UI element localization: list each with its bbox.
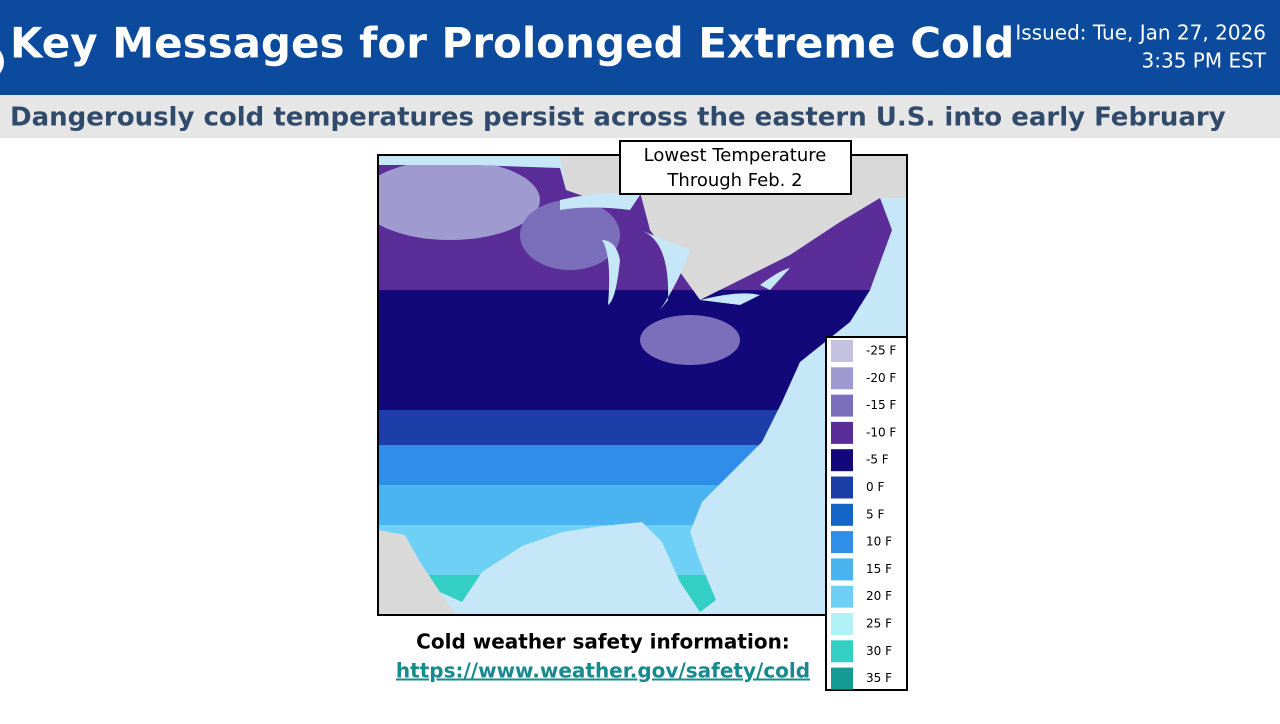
legend-swatch — [831, 340, 853, 362]
issued-date: Issued: Tue, Jan 27, 2026 — [1015, 21, 1266, 45]
logo-edge — [0, 50, 4, 74]
legend-swatch — [831, 640, 853, 663]
map-title: Lowest Temperature — [644, 145, 827, 166]
header-title: Key Messages for Prolonged Extreme Cold — [10, 19, 1014, 68]
map-title-box — [619, 140, 852, 195]
legend-swatch — [831, 503, 853, 526]
legend-label: -25 F — [866, 344, 896, 358]
legend-swatch — [831, 558, 853, 581]
legend-label: 20 F — [866, 589, 892, 603]
issued-time: 3:35 PM EST — [1142, 49, 1267, 73]
map-title: Through Feb. 2 — [666, 170, 802, 191]
legend-label: -10 F — [866, 425, 896, 439]
legend-label: 5 F — [866, 507, 884, 521]
legend-swatch — [831, 531, 853, 554]
subtitle: Dangerously cold temperatures persist ac… — [10, 103, 1226, 133]
legend-label: 10 F — [866, 535, 892, 549]
legend-label: 35 F — [866, 671, 892, 685]
legend-label: 0 F — [866, 480, 884, 494]
legend-swatch — [831, 585, 853, 608]
subtitle-band — [0, 95, 1280, 138]
legend-label: 15 F — [866, 562, 892, 576]
legend-swatch — [831, 421, 853, 444]
safety-link[interactable]: https://www.weather.gov/safety/cold — [396, 659, 810, 683]
legend-swatch — [831, 476, 853, 499]
legend-label: -15 F — [866, 398, 896, 412]
legend-label: 30 F — [866, 644, 892, 658]
legend-label: -20 F — [866, 371, 896, 385]
legend-label: 25 F — [866, 617, 892, 631]
safety-link-text[interactable]: https://www.weather.gov/safety/cold — [396, 659, 810, 683]
band — [640, 315, 740, 365]
legend-swatch — [831, 613, 853, 635]
legend-swatch — [831, 367, 853, 390]
mexico — [378, 530, 456, 615]
legend-label: -5 F — [866, 453, 889, 467]
footer-text: Cold weather safety information: — [416, 630, 790, 654]
band — [520, 200, 620, 270]
map: Lowest Temperature Through Feb. 2 -25 F-… — [377, 140, 908, 691]
great-lakes — [560, 193, 790, 310]
legend-swatch — [831, 449, 853, 472]
header-band — [0, 0, 1280, 95]
band — [378, 165, 540, 240]
legend-swatch — [831, 667, 853, 690]
legend: -25 F -20 F -15 F -10 F -5 F 0 F 5 F 10 F 15 F 20… — [831, 340, 896, 690]
legend-swatch — [831, 394, 853, 417]
